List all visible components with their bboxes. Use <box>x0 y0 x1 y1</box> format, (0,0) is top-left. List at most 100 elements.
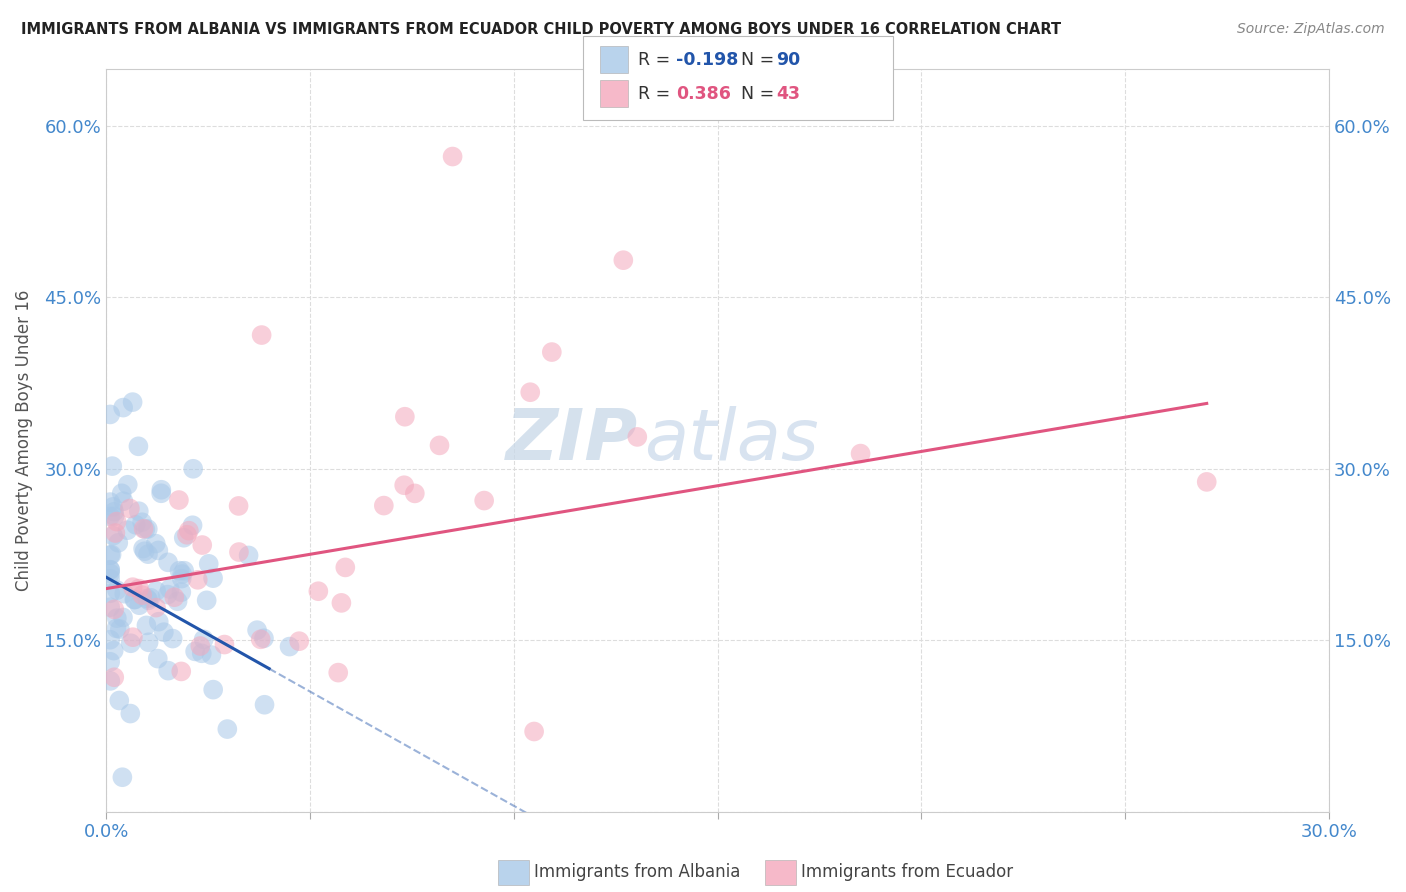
Point <box>132 522 155 536</box>
Point <box>111 486 134 500</box>
Point <box>124 592 146 607</box>
Point <box>184 644 207 658</box>
Point <box>108 622 131 636</box>
Point <box>98 572 121 586</box>
Point <box>253 698 276 712</box>
Point <box>138 593 160 607</box>
Point <box>118 501 141 516</box>
Point <box>202 571 225 585</box>
Text: R =: R = <box>638 51 676 69</box>
Text: IMMIGRANTS FROM ALBANIA VS IMMIGRANTS FROM ECUADOR CHILD POVERTY AMONG BOYS UNDE: IMMIGRANTS FROM ALBANIA VS IMMIGRANTS FR… <box>21 22 1062 37</box>
Point <box>128 504 150 518</box>
Point <box>191 538 214 552</box>
Point <box>253 632 276 646</box>
Point <box>246 623 269 637</box>
Point <box>278 640 301 654</box>
Point <box>121 395 143 409</box>
Point <box>167 493 190 508</box>
Point <box>330 596 353 610</box>
Point <box>103 602 125 616</box>
Point <box>214 638 236 652</box>
Point <box>188 639 211 653</box>
Point <box>145 584 167 599</box>
Point <box>249 632 271 647</box>
Text: 43: 43 <box>776 85 800 103</box>
Point <box>121 580 143 594</box>
Y-axis label: Child Poverty Among Boys Under 16: Child Poverty Among Boys Under 16 <box>15 289 32 591</box>
Point <box>540 345 562 359</box>
Point <box>1195 475 1218 489</box>
Point <box>170 585 193 599</box>
Point <box>105 621 128 635</box>
Point <box>472 493 495 508</box>
Point <box>105 583 128 598</box>
Text: -0.198: -0.198 <box>676 51 738 69</box>
Point <box>101 529 124 543</box>
Point <box>200 648 222 662</box>
Point <box>335 560 357 574</box>
Point <box>166 594 188 608</box>
Point <box>134 522 156 536</box>
Point <box>111 770 134 784</box>
Point <box>173 564 195 578</box>
Point <box>169 564 191 578</box>
Point <box>157 555 180 569</box>
Point <box>117 477 139 491</box>
Point <box>163 591 186 605</box>
Point <box>162 632 184 646</box>
Point <box>128 582 150 596</box>
Point <box>127 439 149 453</box>
Point <box>103 505 125 519</box>
Point <box>105 515 128 529</box>
Point <box>441 149 464 163</box>
Point <box>98 563 121 577</box>
Point <box>146 651 169 665</box>
Point <box>117 523 139 537</box>
Point <box>98 586 121 600</box>
Point <box>103 509 125 524</box>
Point <box>111 610 134 624</box>
Point <box>173 531 195 545</box>
Point <box>157 664 180 678</box>
Point <box>112 401 135 415</box>
Point <box>612 253 634 268</box>
Point <box>136 547 159 561</box>
Point <box>148 615 170 629</box>
Point <box>181 462 204 476</box>
Text: ZIP: ZIP <box>506 406 638 475</box>
Point <box>519 385 541 400</box>
Point <box>150 483 173 497</box>
Point <box>98 632 121 647</box>
Point <box>136 591 159 606</box>
Text: Immigrants from Ecuador: Immigrants from Ecuador <box>801 863 1014 881</box>
Point <box>138 635 160 649</box>
Point <box>177 524 200 538</box>
Point <box>250 328 273 343</box>
Point <box>626 430 648 444</box>
Point <box>98 655 121 669</box>
Point <box>373 499 395 513</box>
Point <box>288 634 311 648</box>
Text: R =: R = <box>638 85 676 103</box>
Point <box>150 486 173 500</box>
Point <box>98 600 121 615</box>
Point <box>156 588 179 602</box>
Point <box>120 706 142 721</box>
Point <box>392 478 415 492</box>
Point <box>328 665 350 680</box>
Text: 0.386: 0.386 <box>676 85 731 103</box>
Point <box>172 567 194 582</box>
Point <box>122 630 145 644</box>
Point <box>98 408 121 422</box>
Point <box>122 592 145 607</box>
Point <box>101 459 124 474</box>
Point <box>404 486 426 500</box>
Point <box>101 500 124 514</box>
Point <box>145 600 167 615</box>
Point <box>103 670 125 684</box>
Point <box>112 494 135 508</box>
Point <box>105 611 128 625</box>
Point <box>181 518 204 533</box>
Point <box>112 587 135 601</box>
Point <box>148 543 170 558</box>
